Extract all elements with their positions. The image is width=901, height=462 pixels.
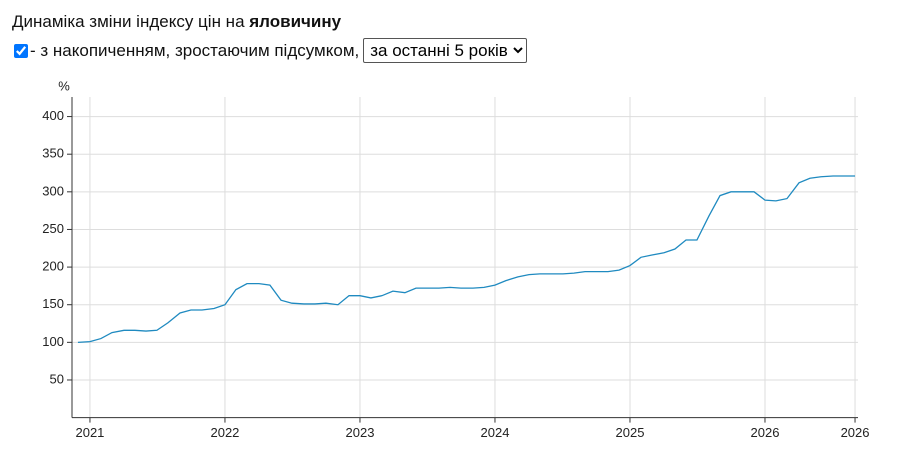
y-tick-label: 50: [50, 371, 64, 386]
x-tick-label: 2026: [751, 425, 780, 440]
controls: - з накопиченням, зростаючим підсумком, …: [12, 38, 528, 63]
y-tick-label: 200: [42, 259, 64, 274]
title: Динаміка зміни індексу цін на яловичину: [12, 12, 341, 32]
cumulative-label: - з накопиченням, зростаючим підсумком,: [30, 40, 360, 60]
y-tick-label: 350: [42, 146, 64, 161]
y-tick-label: 150: [42, 296, 64, 311]
x-tick-label: 2021: [75, 425, 104, 440]
x-tick-label: 2026: [841, 425, 870, 440]
x-tick-label: 2022: [210, 425, 239, 440]
x-tick-label: 2024: [481, 425, 510, 440]
x-tick-label: 2023: [346, 425, 375, 440]
x-tick-label: 2025: [616, 425, 645, 440]
y-tick-label: 100: [42, 334, 64, 349]
y-unit: %: [58, 78, 70, 93]
data-line: [77, 175, 856, 343]
cumulative-checkbox[interactable]: [14, 43, 28, 58]
y-tick-label: 400: [42, 108, 64, 123]
title-text: Динаміка зміни індексу цін на: [12, 12, 245, 31]
y-tick-label: 300: [42, 183, 64, 198]
y-tick-label: 250: [42, 221, 64, 236]
title-product: яловичину: [249, 12, 342, 31]
period-select[interactable]: за останні 5 років: [363, 38, 528, 63]
